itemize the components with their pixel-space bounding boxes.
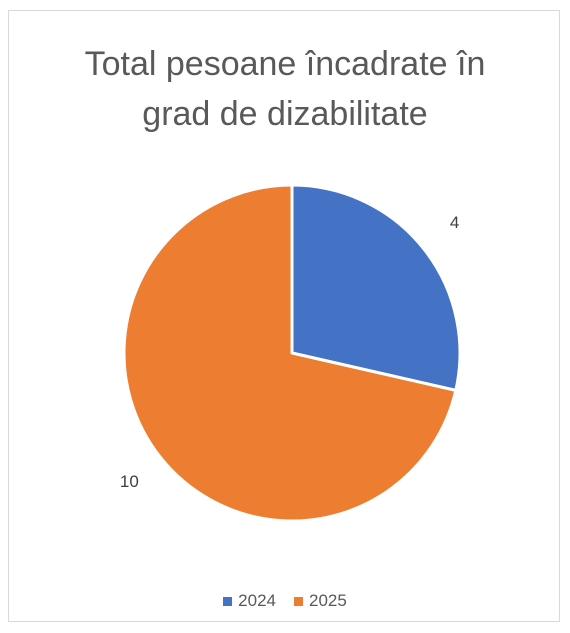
chart-title-line-2: grad de dizabilitate	[142, 95, 428, 133]
legend-item-2024: 2024	[223, 591, 276, 611]
pie-slice-2024	[290, 183, 462, 392]
pie-chart: 4 10	[120, 183, 462, 523]
legend-label-2024: 2024	[238, 591, 276, 610]
data-label-2025: 10	[120, 472, 139, 491]
data-label-2024: 4	[450, 213, 459, 232]
chart-title-line-1: Total pesoane încadrate în	[84, 45, 486, 83]
pie-slice-2025	[122, 183, 458, 523]
legend-swatch-2024	[223, 596, 233, 606]
legend-item-2025: 2025	[294, 591, 347, 611]
chart-title: Total pesoane încadrate în grad de dizab…	[9, 39, 561, 139]
legend-swatch-2025	[294, 596, 303, 606]
chart-area: Total pesoane încadrate în grad de dizab…	[8, 10, 560, 622]
legend: 2024 2025	[9, 591, 561, 611]
legend-label-2025: 2025	[309, 591, 347, 610]
